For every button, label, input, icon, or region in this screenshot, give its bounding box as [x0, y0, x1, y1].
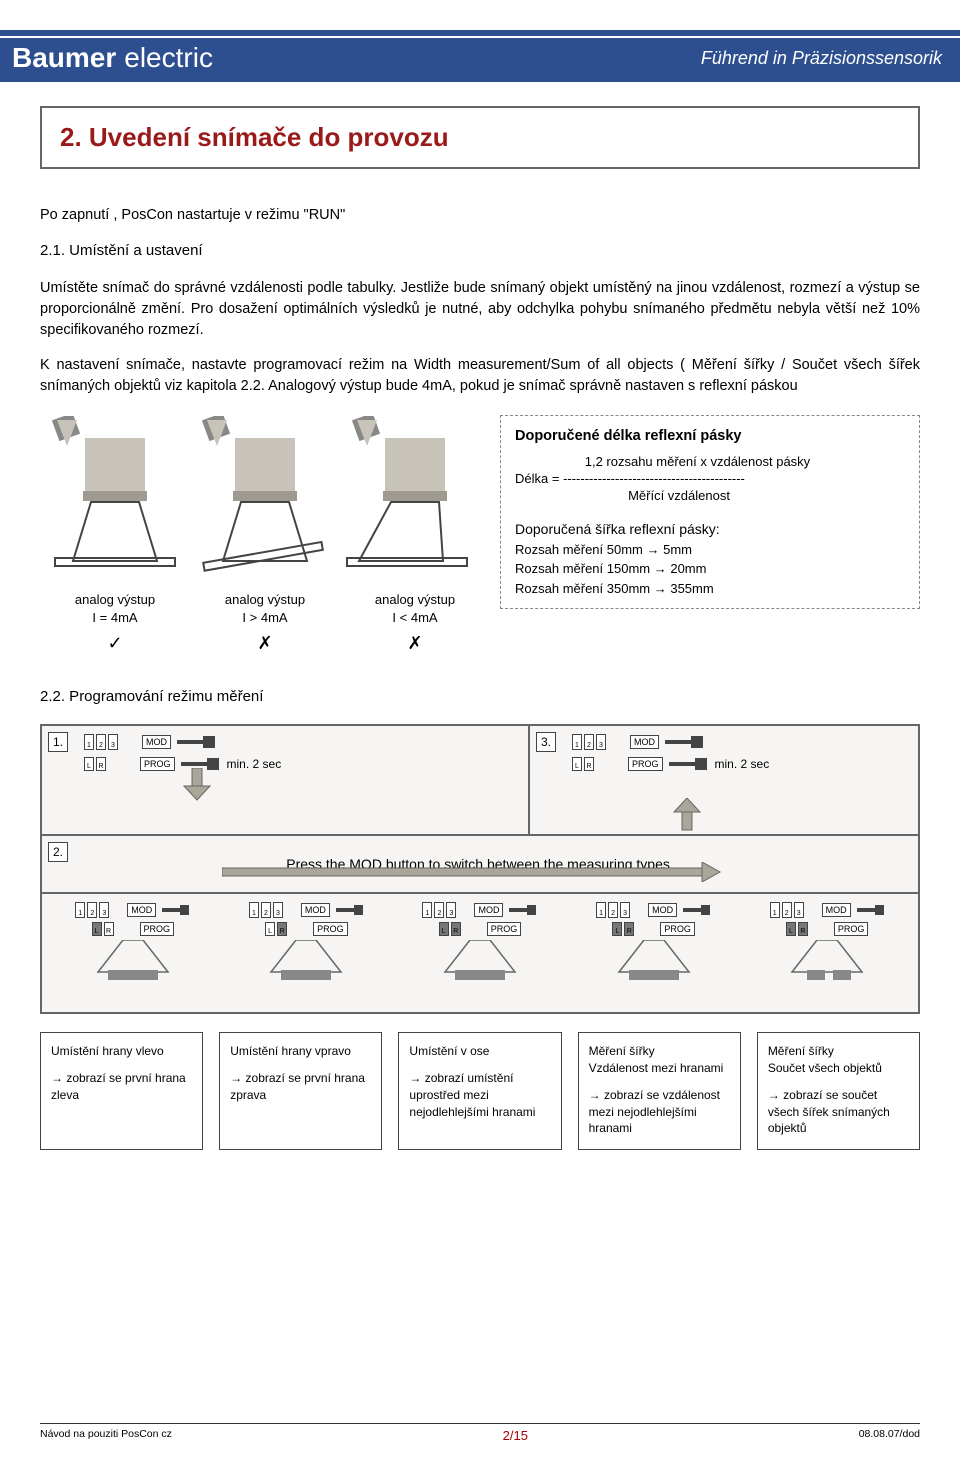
mode-box: Měření šířkySoučet všech objektů → zobraz… [757, 1032, 920, 1150]
diagram-unit: 123 MOD LR PROG [222, 902, 392, 1006]
section-title-box: 2. Uvedení snímače do provozu [40, 106, 920, 169]
mode-title: Měření šířkyVzdálenost mezi hranami [589, 1043, 730, 1077]
connector-icon [509, 903, 537, 917]
mod-button[interactable]: MOD [630, 735, 659, 749]
mod-button[interactable]: MOD [474, 903, 503, 917]
footer-right: 08.08.07/dod [859, 1428, 920, 1443]
prog-button[interactable]: PROG [313, 922, 348, 936]
subheading-22: 2.2. Programování režimu měření [40, 686, 920, 708]
brand-tagline: Führend in Präzisionssensorik [701, 48, 942, 69]
page-footer: Návod na pouziti PosCon cz 2/15 08.08.07… [40, 1423, 920, 1443]
mode-title: Umístění v ose [409, 1043, 550, 1060]
mode-title: Měření šířkySoučet všech objektů [768, 1043, 909, 1077]
min2sec-label: min. 2 sec [227, 757, 282, 771]
connector-icon [857, 903, 885, 917]
diag2-line2: I < 4mA [340, 609, 490, 627]
mode-box: Umístění v ose → zobrazí umístění uprostř… [398, 1032, 561, 1150]
diagram-cell-1: analog výstup I > 4mA ✗ [190, 411, 340, 657]
beam-icon [83, 940, 183, 982]
diagram-unit: 123 MOD LR PROG [569, 902, 739, 1006]
mode-box: Umístění hrany vlevo → zobrazí se první h… [40, 1032, 203, 1150]
beam-icon [256, 940, 356, 982]
programming-diagram: 1. 123 MOD LR PROG m [40, 724, 920, 1014]
sensor-case-2-icon [345, 416, 485, 586]
recommended-box: Doporučené délka reflexní pásky Délka = … [500, 415, 920, 609]
prog-button[interactable]: PROG [628, 757, 663, 771]
diag2-line1: analog výstup [340, 591, 490, 609]
diag0-line1: analog výstup [40, 591, 190, 609]
connector-icon [177, 734, 217, 750]
paragraph-1: Umístěte snímač do správné vzdálenosti p… [40, 278, 920, 341]
diag1-line1: analog výstup [190, 591, 340, 609]
recbox-title: Doporučené délka reflexní pásky [515, 428, 905, 444]
diag0-line2: I = 4mA [40, 609, 190, 627]
connector-icon [683, 903, 711, 917]
mode-desc: → zobrazí se první hrana zprava [230, 1070, 371, 1104]
prog-button[interactable]: PROG [834, 922, 869, 936]
connector-icon [336, 903, 364, 917]
diagram-unit: 123 MOD LR PROG [48, 902, 218, 1006]
mode-box: Měření šířkyVzdálenost mezi hranami → zob… [578, 1032, 741, 1150]
prog-button[interactable]: PROG [140, 922, 175, 936]
min2sec-label: min. 2 sec [715, 757, 770, 771]
brand-bar: Baumer electric Führend in Präzisionssen… [0, 38, 960, 82]
arrow-up-icon [670, 798, 704, 832]
paragraph-2: K nastavení snímače, nastavte programova… [40, 355, 920, 397]
beam-icon [430, 940, 530, 982]
step-number-2: 2. [48, 842, 68, 862]
mod-button[interactable]: MOD [648, 903, 677, 917]
recbox-width-title: Doporučená šířka reflexní pásky: [515, 519, 905, 540]
arrow-down-icon [180, 768, 214, 802]
recbox-row-1: Rozsah měření 150mm → 20mm [515, 559, 905, 579]
prog-button[interactable]: PROG [140, 757, 175, 771]
diagram-cell-0: analog výstup I = 4mA ✓ [40, 411, 190, 657]
mode-desc: → zobrazí se součet všech šířek snímanýc… [768, 1087, 909, 1137]
brand-subname: electric [124, 42, 213, 74]
footer-left: Návod na pouziti PosCon cz [40, 1428, 172, 1443]
mode-desc: → zobrazí se vzdálenost mezi nejodlehlej… [589, 1087, 730, 1137]
recbox-row-2: Rozsah měření 350mm → 355mm [515, 579, 905, 599]
sensor-case-1-icon [195, 416, 335, 586]
step-number-1: 1. [48, 732, 68, 752]
beam-icon [604, 940, 704, 982]
mod-button[interactable]: MOD [142, 735, 171, 749]
diag1-mark: ✗ [190, 631, 340, 656]
arrow-right-long-icon [222, 862, 722, 882]
prog-button[interactable]: PROG [660, 922, 695, 936]
step-number-3: 3. [536, 732, 556, 752]
mod-button[interactable]: MOD [301, 903, 330, 917]
mode-box: Umístění hrany vpravo → zobrazí se první … [219, 1032, 382, 1150]
mod-button[interactable]: MOD [127, 903, 156, 917]
diag1-line2: I > 4mA [190, 609, 340, 627]
mode-desc: → zobrazí se první hrana zleva [51, 1070, 192, 1104]
diagram-unit: 123 MOD LR PROG [395, 902, 565, 1006]
diag0-mark: ✓ [40, 631, 190, 656]
connector-icon [669, 756, 709, 772]
sensor-diagram-row: analog výstup I = 4mA ✓ analog výstup I … [40, 411, 920, 657]
section-title: 2. Uvedení snímače do provozu [60, 122, 900, 153]
modes-row: Umístění hrany vlevo → zobrazí se první h… [40, 1032, 920, 1150]
brand-name: Baumer [12, 42, 116, 74]
diagram-cell-2: analog výstup I < 4mA ✗ [340, 411, 490, 657]
sensor-case-0-icon [45, 416, 185, 586]
footer-page: 2/15 [503, 1428, 528, 1443]
connector-icon [162, 903, 190, 917]
beam-icon [777, 940, 877, 982]
mode-desc: → zobrazí umístění uprostřed mezi nejodl… [409, 1070, 550, 1120]
recbox-row-0: Rozsah měření 50mm → 5mm [515, 540, 905, 560]
mode-title: Umístění hrany vpravo [230, 1043, 371, 1060]
mod-button[interactable]: MOD [822, 903, 851, 917]
mode-title: Umístění hrany vlevo [51, 1043, 192, 1060]
recbox-formula: Délka = 1,2 rozsahu měření x vzdálenost … [515, 454, 905, 505]
subheading-21: 2.1. Umístění a ustavení [40, 240, 920, 262]
diag2-mark: ✗ [340, 631, 490, 656]
connector-icon [665, 734, 705, 750]
intro-text: Po zapnutí , PosCon nastartuje v režimu … [40, 205, 920, 226]
diagram-unit: 123 MOD LR PROG [742, 902, 912, 1006]
prog-button[interactable]: PROG [487, 922, 522, 936]
